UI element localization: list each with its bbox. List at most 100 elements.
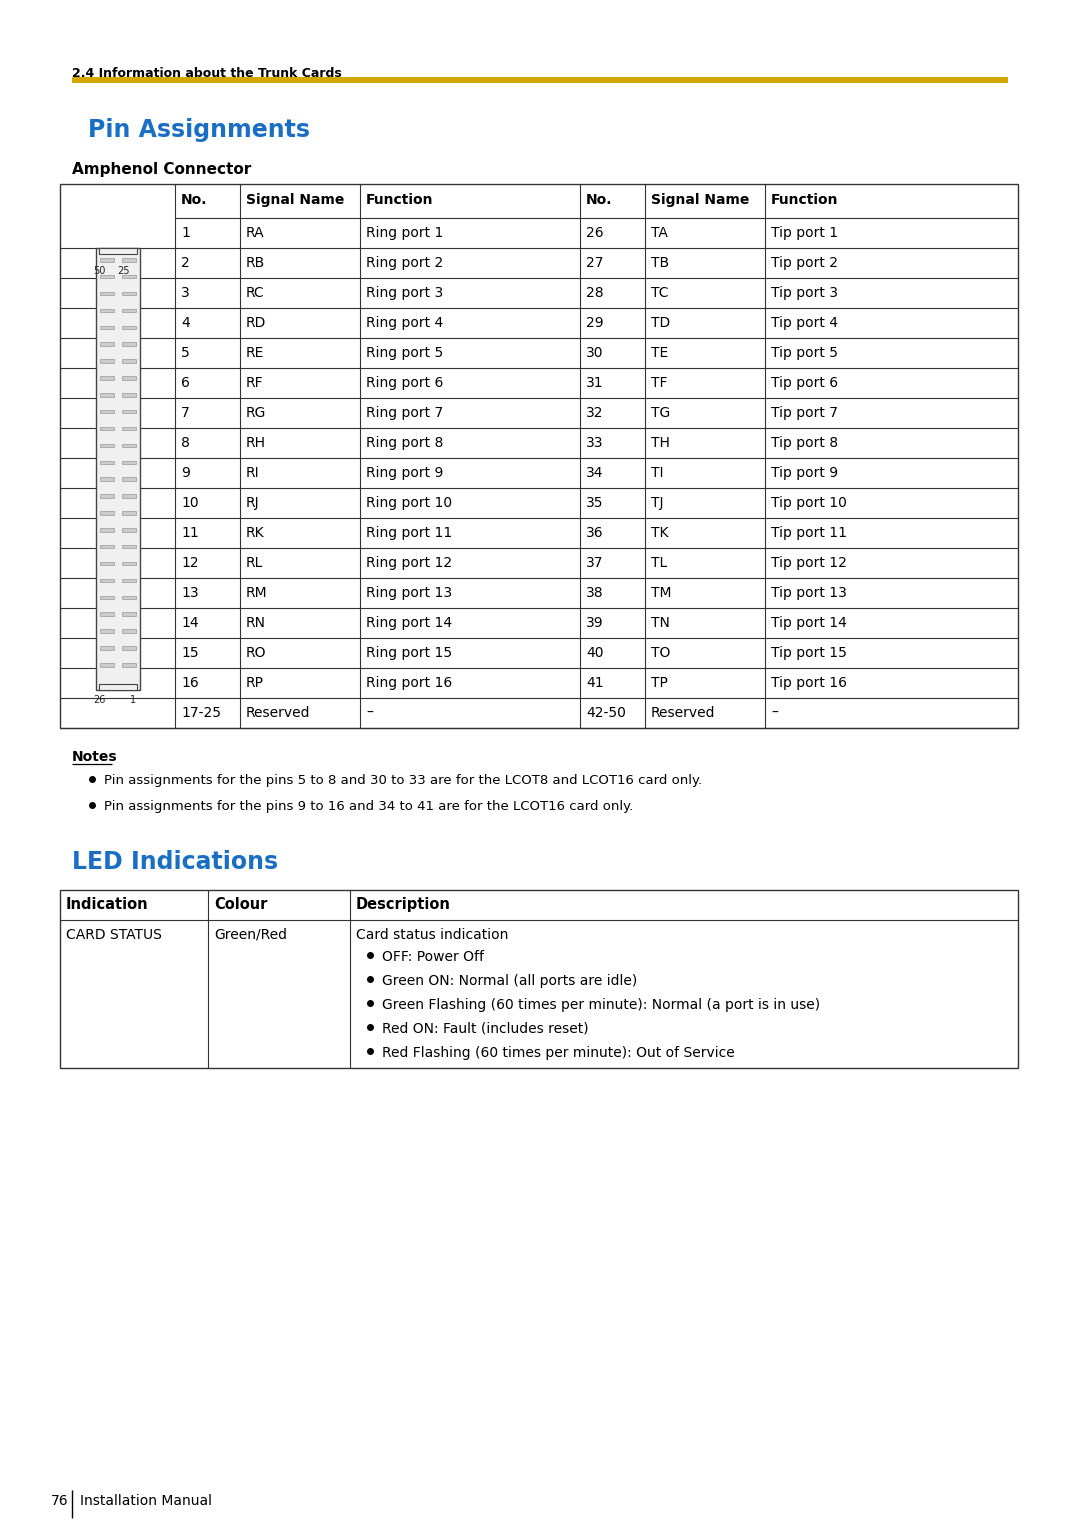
Text: Installation Manual: Installation Manual (80, 1494, 212, 1508)
Text: Ring port 4: Ring port 4 (366, 316, 443, 330)
Text: Tip port 13: Tip port 13 (771, 587, 847, 601)
Bar (121, 579, 135, 582)
Text: Green Flashing (60 times per minute): Normal (a port is in use): Green Flashing (60 times per minute): No… (382, 998, 820, 1012)
Text: Tip port 5: Tip port 5 (771, 345, 838, 361)
Text: Tip port 14: Tip port 14 (771, 616, 847, 630)
Text: Reserved: Reserved (651, 706, 715, 720)
Text: 12: 12 (181, 556, 199, 570)
Text: Colour: Colour (214, 897, 268, 912)
Bar (99, 646, 113, 649)
Text: 37: 37 (586, 556, 604, 570)
Text: 6: 6 (181, 376, 190, 390)
Text: 76: 76 (51, 1494, 68, 1508)
Text: 8: 8 (181, 435, 190, 451)
Bar (98, 685, 136, 691)
Bar (99, 596, 113, 599)
Text: TK: TK (651, 526, 669, 539)
Text: 14: 14 (181, 616, 199, 630)
Text: TA: TA (651, 226, 667, 240)
Text: Red ON: Fault (includes reset): Red ON: Fault (includes reset) (382, 1022, 589, 1036)
Text: TF: TF (651, 376, 667, 390)
Text: RP: RP (246, 675, 264, 691)
Text: TE: TE (651, 345, 669, 361)
Text: OFF: Power Off: OFF: Power Off (382, 950, 484, 964)
Text: Tip port 15: Tip port 15 (771, 646, 847, 660)
Text: 3: 3 (181, 286, 190, 299)
Text: TI: TI (651, 466, 663, 480)
Text: 2: 2 (181, 257, 190, 270)
Bar (121, 562, 135, 565)
Text: Notes: Notes (72, 750, 118, 764)
Text: 33: 33 (586, 435, 604, 451)
Text: Ring port 2: Ring port 2 (366, 257, 443, 270)
Text: RO: RO (246, 646, 267, 660)
Text: 34: 34 (586, 466, 604, 480)
Text: No.: No. (586, 193, 612, 206)
Bar (99, 258, 113, 261)
Text: 28: 28 (586, 286, 604, 299)
Text: Ring port 9: Ring port 9 (366, 466, 444, 480)
Text: Tip port 10: Tip port 10 (771, 497, 847, 510)
Text: 32: 32 (586, 406, 604, 420)
Bar (99, 613, 113, 616)
Text: 38: 38 (586, 587, 604, 601)
Bar (99, 579, 113, 582)
Text: RE: RE (246, 345, 265, 361)
Bar (98, 248, 136, 254)
Text: 27: 27 (586, 257, 604, 270)
Bar (121, 342, 135, 345)
Bar (121, 512, 135, 515)
Text: Ring port 1: Ring port 1 (366, 226, 444, 240)
Text: 35: 35 (586, 497, 604, 510)
Text: Green/Red: Green/Red (214, 927, 287, 941)
Text: 15: 15 (181, 646, 199, 660)
Text: Signal Name: Signal Name (651, 193, 750, 206)
Text: LED Indications: LED Indications (72, 850, 279, 874)
Bar (99, 342, 113, 345)
Text: 36: 36 (586, 526, 604, 539)
Text: Tip port 3: Tip port 3 (771, 286, 838, 299)
Text: 40: 40 (586, 646, 604, 660)
Text: 11: 11 (181, 526, 199, 539)
Text: Pin assignments for the pins 9 to 16 and 34 to 41 are for the LCOT16 card only.: Pin assignments for the pins 9 to 16 and… (104, 801, 633, 813)
Text: 1: 1 (181, 226, 190, 240)
Text: Tip port 6: Tip port 6 (771, 376, 838, 390)
Text: 9: 9 (181, 466, 190, 480)
Bar (99, 275, 113, 278)
Bar (121, 529, 135, 532)
Text: 2.4 Information about the Trunk Cards: 2.4 Information about the Trunk Cards (72, 67, 341, 79)
Bar (99, 460, 113, 465)
Text: TC: TC (651, 286, 669, 299)
Text: RJ: RJ (246, 497, 259, 510)
Bar (99, 325, 113, 329)
Bar (121, 460, 135, 465)
Text: 7: 7 (181, 406, 190, 420)
Text: RG: RG (246, 406, 267, 420)
Text: RC: RC (246, 286, 265, 299)
Text: 50: 50 (94, 266, 106, 277)
Bar (121, 258, 135, 261)
Text: 13: 13 (181, 587, 199, 601)
Text: –: – (771, 706, 778, 720)
Bar (99, 426, 113, 431)
Text: Green ON: Normal (all ports are idle): Green ON: Normal (all ports are idle) (382, 973, 637, 989)
Bar (60, 183, 1018, 727)
Text: TD: TD (651, 316, 671, 330)
Bar (121, 646, 135, 649)
Bar (99, 663, 113, 666)
Bar (99, 630, 113, 633)
Bar (121, 325, 135, 329)
Bar (99, 477, 113, 481)
Text: 5: 5 (181, 345, 190, 361)
Bar (99, 562, 113, 565)
Bar (121, 630, 135, 633)
Text: Signal Name: Signal Name (246, 193, 345, 206)
Text: TH: TH (651, 435, 670, 451)
Text: RB: RB (246, 257, 266, 270)
Bar (121, 393, 135, 397)
Text: 29: 29 (586, 316, 604, 330)
Bar (99, 376, 113, 379)
Text: CARD STATUS: CARD STATUS (66, 927, 162, 941)
Text: 31: 31 (586, 376, 604, 390)
Text: TL: TL (651, 556, 667, 570)
